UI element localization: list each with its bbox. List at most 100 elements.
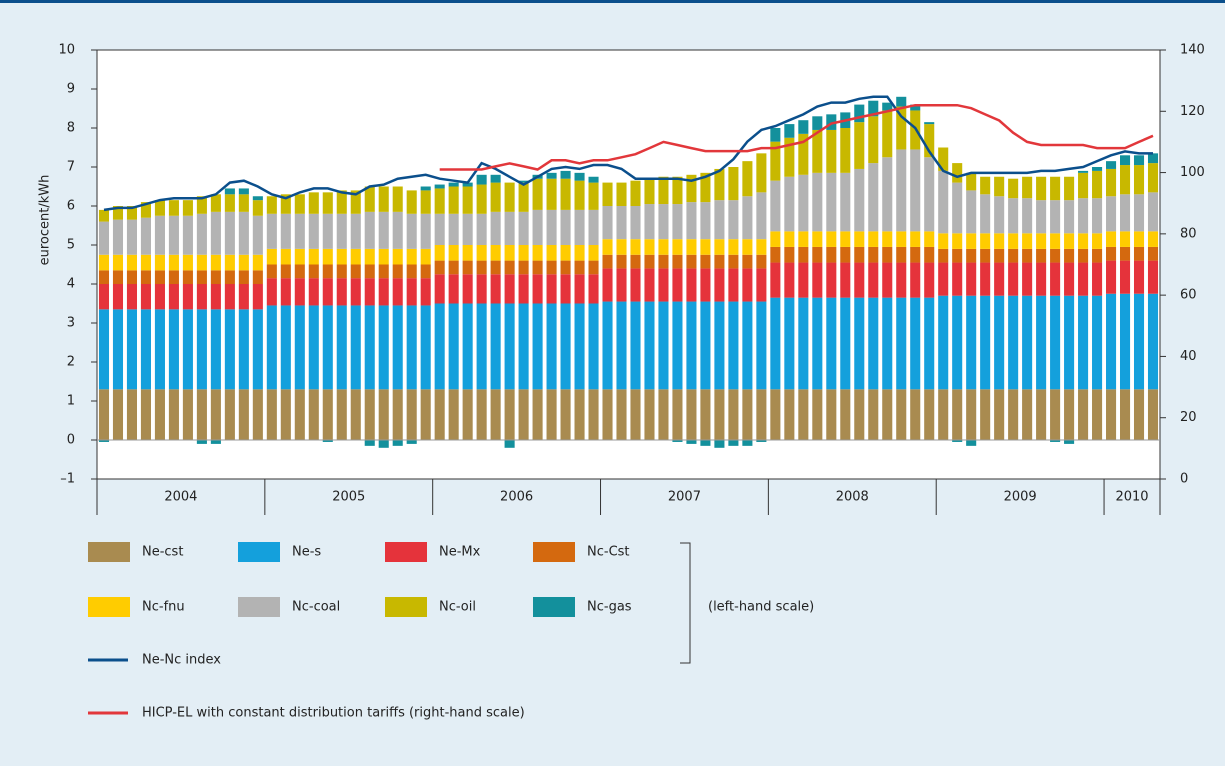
bar-segment	[672, 268, 683, 302]
bar-segment	[168, 270, 179, 284]
bar-segment	[1133, 260, 1145, 294]
legend-label: Ne-Nc index	[142, 653, 221, 668]
legend-label: Ne-s	[292, 545, 321, 560]
legend-label: Nc-oil	[439, 600, 476, 615]
bar-segment	[532, 389, 543, 440]
bar-segment	[728, 301, 739, 390]
bar-segment	[1133, 231, 1145, 247]
bar-segment	[840, 262, 851, 298]
bar-segment	[826, 297, 837, 390]
bar-segment	[504, 260, 515, 275]
bar-segment	[658, 389, 669, 440]
bar-segment	[1092, 262, 1103, 296]
bar-segment	[518, 389, 529, 440]
bar-segment	[1078, 170, 1089, 173]
bar-segment	[392, 264, 403, 279]
bar-segment	[140, 202, 151, 218]
bar-segment	[994, 295, 1005, 390]
bar-segment	[448, 245, 459, 261]
bar-segment	[1133, 194, 1145, 232]
bar-segment	[266, 278, 277, 306]
bar-segment	[406, 264, 417, 279]
legend-bracket	[680, 542, 691, 664]
bar-segment	[1050, 248, 1061, 263]
x-group-label: 2007	[668, 490, 701, 505]
bar-segment	[966, 190, 977, 234]
bar-segment	[154, 215, 165, 255]
bar-segment	[756, 389, 767, 440]
bar-segment	[462, 303, 473, 390]
bar-segment	[798, 262, 809, 298]
bar-segment	[406, 305, 417, 390]
bar-segment	[210, 389, 221, 440]
bar-segment	[322, 389, 333, 440]
bar-segment	[658, 204, 669, 240]
bar-segment	[140, 284, 151, 310]
bar-segment	[168, 254, 179, 271]
bar-segment	[854, 122, 865, 169]
bar-segment	[252, 309, 263, 390]
y-axis-label: eurocent/kWh	[38, 175, 53, 266]
bar-segment	[532, 209, 543, 245]
bar-segment	[840, 172, 851, 232]
bar-segment	[350, 305, 361, 390]
bar-segment	[420, 264, 431, 279]
bar-segment	[518, 182, 529, 212]
bar-segment	[672, 440, 683, 442]
bar-segment	[168, 215, 179, 255]
bar-segment	[518, 211, 529, 245]
bar-segment	[812, 129, 823, 173]
bar-segment	[574, 209, 585, 245]
bar-segment	[896, 149, 907, 232]
bar-segment	[742, 196, 753, 240]
bar-segment	[728, 167, 739, 201]
bar-segment	[126, 270, 138, 284]
bar-segment	[616, 206, 627, 240]
bar-segment	[728, 200, 739, 240]
bar-segment	[910, 262, 921, 298]
bar-segment	[392, 278, 403, 306]
bar-segment	[294, 248, 305, 265]
bar-segment	[700, 172, 711, 203]
bar-segment	[630, 206, 641, 240]
bar-segment	[700, 254, 711, 269]
bar-segment	[980, 176, 991, 195]
bar-segment	[868, 116, 879, 164]
bar-segment	[294, 264, 305, 279]
bar-segment	[658, 301, 669, 390]
bar-segment	[714, 254, 725, 269]
bar-segment	[812, 231, 823, 247]
legend-swatch	[88, 597, 130, 617]
bar-segment	[154, 389, 165, 440]
bar-segment	[1119, 260, 1131, 294]
bar-segment	[420, 213, 431, 249]
bar-segment	[910, 104, 921, 111]
bar-segment	[994, 262, 1005, 296]
bar-segment	[476, 274, 487, 304]
bar-segment	[798, 297, 809, 390]
bar-segment	[154, 254, 165, 271]
x-group-label: 2005	[332, 490, 365, 505]
bar-segment	[1036, 262, 1047, 296]
bar-segment	[532, 274, 543, 304]
bar-segment	[224, 284, 235, 310]
y2-tick-label: 140	[1180, 43, 1205, 58]
bar-segment	[518, 303, 529, 390]
bar-segment	[1078, 389, 1089, 440]
bar-segment	[938, 262, 949, 296]
bar-segment	[952, 233, 963, 249]
bar-segment	[252, 284, 263, 310]
bar-segment	[854, 389, 865, 440]
bar-segment	[896, 106, 907, 150]
bar-segment	[742, 301, 753, 390]
bar-segment	[322, 264, 333, 279]
bar-segment	[98, 209, 110, 222]
bar-segment	[686, 174, 697, 203]
bar-segment	[574, 274, 585, 304]
bar-segment	[1064, 233, 1075, 249]
bar-segment	[1106, 260, 1117, 294]
bar-segment	[98, 309, 110, 390]
bar-segment	[364, 440, 375, 446]
bar-segment	[280, 389, 291, 440]
bar-segment	[812, 389, 823, 440]
